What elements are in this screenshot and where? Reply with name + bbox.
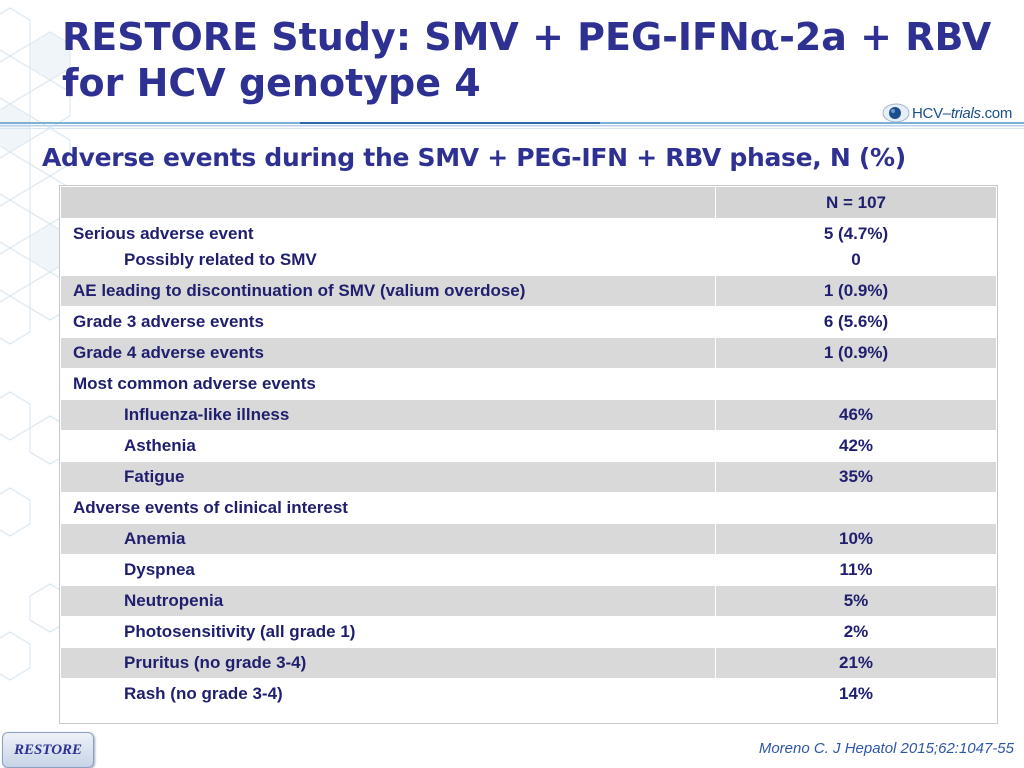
title-alpha: α: [749, 14, 780, 59]
table-row: Grade 3 adverse events 6 (5.6%): [60, 306, 997, 338]
citation: Moreno C. J Hepatol 2015;62:1047-55: [758, 740, 1014, 757]
row-value: 11%: [715, 554, 997, 586]
row-label: Dyspnea: [60, 554, 716, 586]
row-label: Influenza-like illness: [60, 399, 716, 431]
row-label: Neutropenia: [60, 585, 716, 617]
row-label: Asthenia: [60, 430, 716, 462]
row-value: 1 (0.9%): [715, 275, 997, 307]
brand-dash: –: [942, 104, 951, 122]
row-value: 21%: [715, 647, 997, 679]
section-subtitle: Adverse events during the SMV + PEG-IFN …: [42, 143, 906, 172]
brand-tld: .com: [980, 104, 1013, 122]
table-row: Dyspnea 11%: [60, 554, 997, 586]
serious-value: 5 (4.7%): [823, 224, 889, 243]
table-row: Neutropenia 5%: [60, 585, 997, 617]
table-row-section: Most common adverse events: [60, 368, 997, 400]
serious-label-cell: Serious adverse event Possibly related t…: [60, 218, 716, 276]
row-value: 42%: [715, 430, 997, 462]
table-row: Asthenia 42%: [60, 430, 997, 462]
row-value: 5%: [715, 585, 997, 617]
row-label: Photosensitivity (all grade 1): [60, 616, 716, 648]
hcv-trials-logo-icon: [882, 103, 910, 123]
slide-title: RESTORE Study: SMV + PEG-IFNα-2a + RBV f…: [62, 14, 991, 106]
row-value: 1 (0.9%): [715, 337, 997, 369]
row-label: Grade 4 adverse events: [60, 337, 716, 369]
title-line1-pre: RESTORE Study: SMV + PEG-IFN: [62, 15, 750, 59]
brand-name: HCV: [912, 104, 943, 122]
header-divider: [0, 122, 1024, 129]
row-value: [715, 368, 997, 400]
row-label: Most common adverse events: [60, 368, 716, 400]
serious-value-cell: 5 (4.7%) 0: [715, 218, 997, 276]
row-label: Fatigue: [60, 461, 716, 493]
table-header-row: N = 107: [60, 186, 997, 219]
serious-label: Serious adverse event: [73, 224, 254, 243]
row-label: AE leading to discontinuation of SMV (va…: [60, 275, 716, 307]
header-label-cell: [60, 186, 716, 219]
serious-sublabel: Possibly related to SMV: [124, 250, 317, 269]
table-row: Photosensitivity (all grade 1) 2%: [60, 616, 997, 648]
row-value: 14%: [715, 678, 997, 710]
row-value: 46%: [715, 399, 997, 431]
table-row-section: Adverse events of clinical interest: [60, 492, 997, 524]
row-label: Anemia: [60, 523, 716, 555]
title-line1-post: -2a + RBV: [779, 15, 992, 59]
header-value-cell: N = 107: [715, 186, 997, 219]
row-label: Pruritus (no grade 3-4): [60, 647, 716, 679]
row-value: 35%: [715, 461, 997, 493]
row-value: 10%: [715, 523, 997, 555]
serious-subvalue: 0: [851, 250, 861, 269]
adverse-events-table: N = 107 Serious adverse event Possibly r…: [60, 186, 997, 710]
table-row: Rash (no grade 3-4) 14%: [60, 678, 997, 710]
table-row: Grade 4 adverse events 1 (0.9%): [60, 337, 997, 369]
row-label: Rash (no grade 3-4): [60, 678, 716, 710]
row-value: 2%: [715, 616, 997, 648]
brand-trials: trials: [950, 104, 981, 122]
restore-badge: RESTORE: [2, 732, 94, 768]
brand-text: HCV–trials.com: [912, 105, 1012, 122]
title-line2: for HCV genotype 4: [62, 61, 481, 105]
table-row: Pruritus (no grade 3-4) 21%: [60, 647, 997, 679]
row-label: Grade 3 adverse events: [60, 306, 716, 338]
table-row: Anemia 10%: [60, 523, 997, 555]
table-row: Influenza-like illness 46%: [60, 399, 997, 431]
row-value: 6 (5.6%): [715, 306, 997, 338]
row-value: [715, 492, 997, 524]
table-row: Fatigue 35%: [60, 461, 997, 493]
table-row-serious: Serious adverse event Possibly related t…: [60, 218, 997, 276]
table-row: AE leading to discontinuation of SMV (va…: [60, 275, 997, 307]
brand-logo: HCV–trials.com: [882, 100, 1012, 126]
row-label: Adverse events of clinical interest: [60, 492, 716, 524]
